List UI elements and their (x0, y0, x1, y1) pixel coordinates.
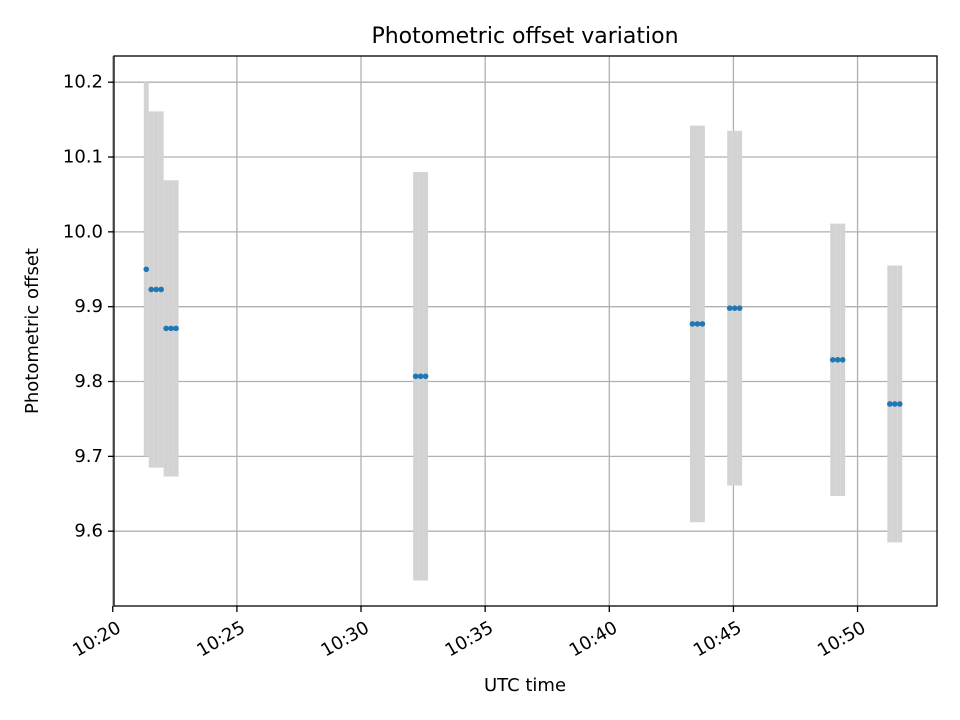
data-point (736, 305, 743, 311)
data-point (143, 266, 150, 273)
y-tick-label: 9.7 (74, 446, 103, 467)
x-axis-ticks: 10:20 10:25 10:30 10:35 10:40 10:45 10:50 (69, 606, 869, 661)
chart-title: Photometric offset variation (371, 24, 678, 49)
data-point (887, 401, 893, 407)
data-point (417, 373, 424, 380)
data-point (163, 325, 169, 332)
y-tick-label: 9.9 (74, 296, 103, 317)
data-point (694, 321, 701, 327)
data-points (143, 266, 903, 407)
x-tick-label: 10:20 (69, 617, 124, 661)
x-tick-label: 10:30 (317, 617, 372, 661)
x-tick-label: 10:40 (566, 617, 621, 661)
data-point (896, 401, 903, 407)
data-point (699, 321, 706, 327)
data-point (689, 321, 696, 327)
data-point (891, 401, 898, 407)
data-point (839, 357, 846, 363)
x-tick-label: 10:35 (442, 617, 497, 661)
data-point (158, 286, 164, 293)
y-tick-label: 10.0 (63, 221, 103, 242)
data-point (168, 325, 174, 332)
data-point (834, 357, 841, 363)
plot-area-frame (113, 55, 938, 607)
data-point (422, 373, 429, 380)
data-point (726, 305, 733, 311)
data-point (153, 286, 160, 293)
grid-lines (112, 56, 937, 606)
data-point (148, 286, 155, 293)
data-point (829, 357, 836, 363)
x-tick-label: 10:45 (690, 617, 745, 661)
y-axis-label: Photometric offset (22, 248, 43, 414)
data-point (731, 305, 738, 311)
y-axis-ticks: 9.6 9.7 9.8 9.9 10.0 10.1 10.2 (63, 72, 114, 542)
y-tick-label: 9.6 (74, 521, 103, 542)
y-tick-label: 10.1 (63, 147, 103, 168)
x-tick-label: 10:50 (814, 617, 869, 661)
data-point (412, 373, 419, 380)
data-point (173, 325, 179, 332)
y-tick-label: 10.2 (63, 72, 103, 93)
x-axis-label: UTC time (484, 675, 566, 696)
x-tick-label: 10:25 (193, 617, 248, 661)
y-tick-label: 9.8 (74, 371, 103, 392)
